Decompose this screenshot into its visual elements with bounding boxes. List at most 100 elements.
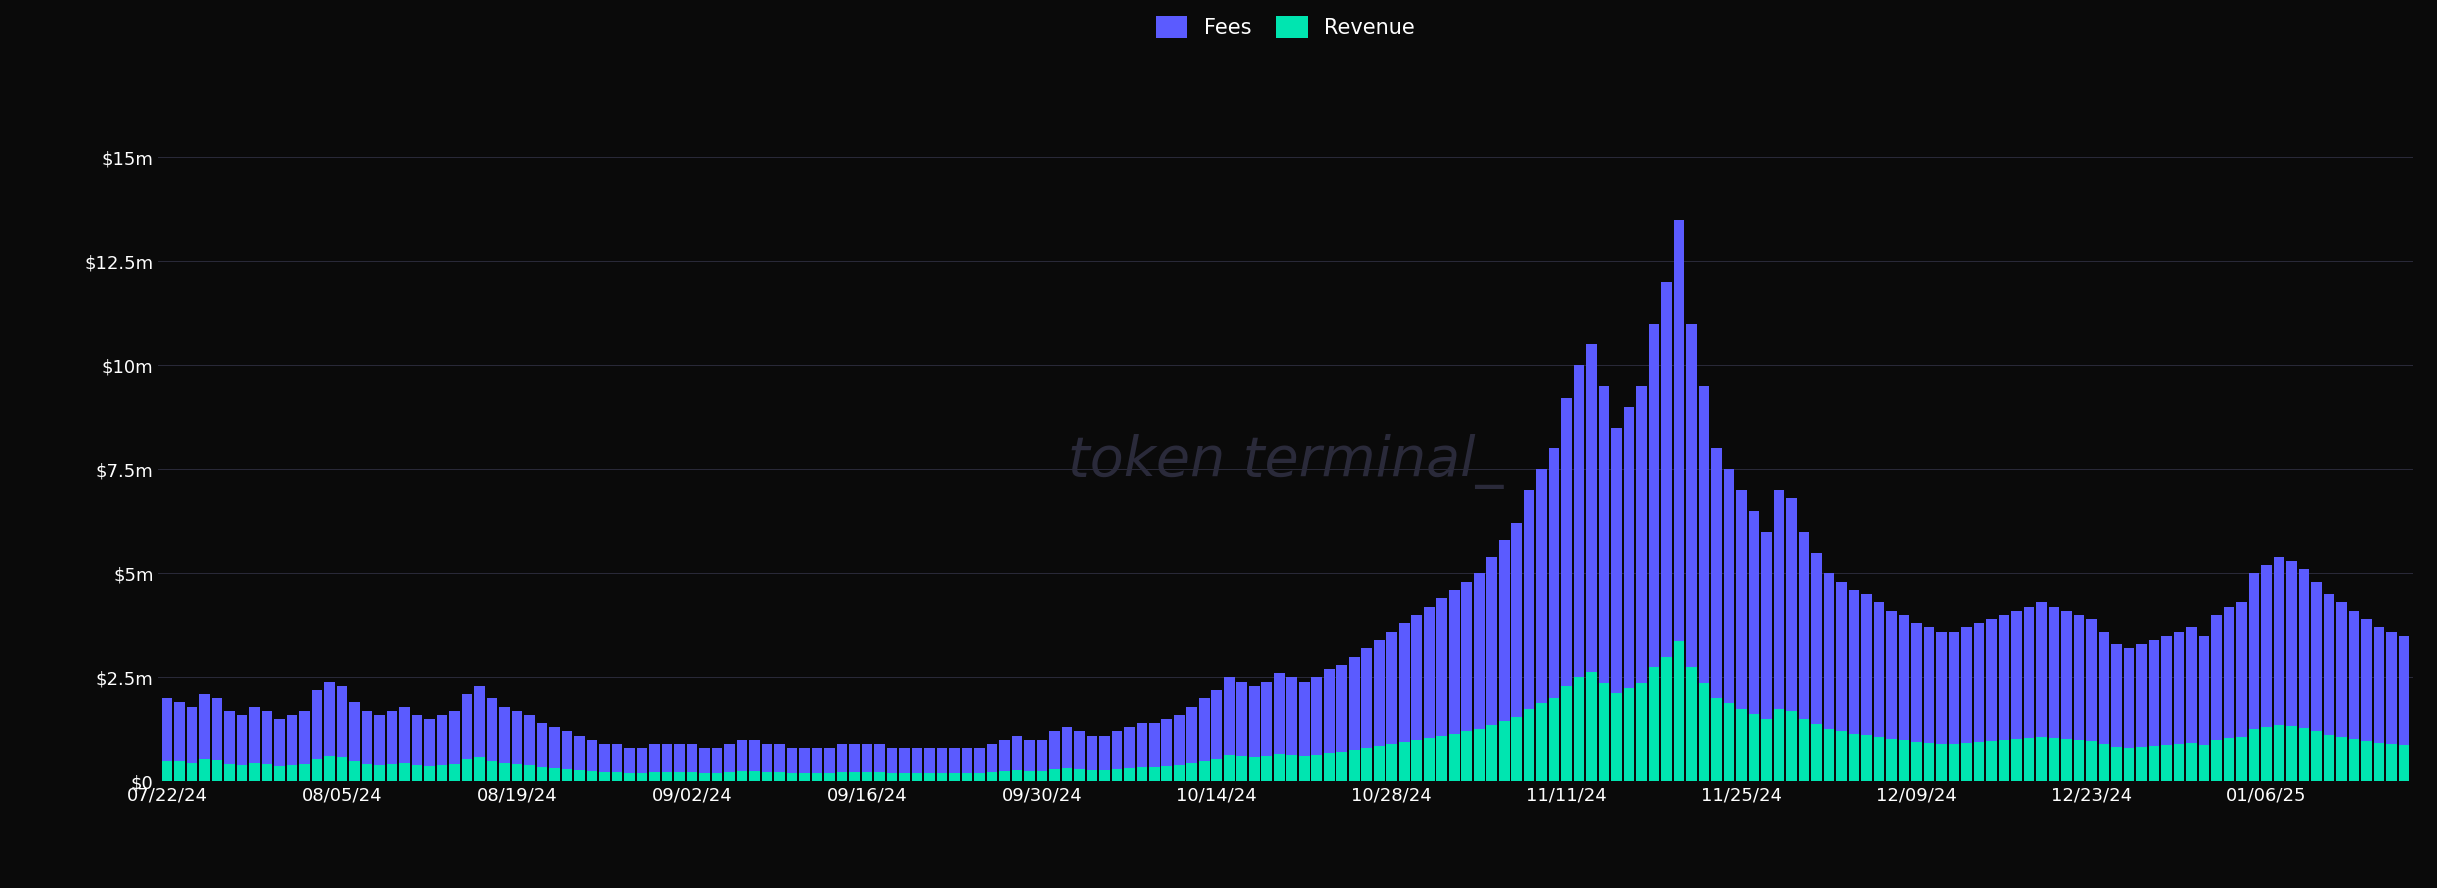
Bar: [1199, 698, 1209, 781]
Bar: [1487, 557, 1496, 781]
Bar: [975, 773, 985, 781]
Bar: [400, 763, 409, 781]
Bar: [1723, 469, 1735, 781]
Bar: [600, 744, 609, 781]
Bar: [612, 744, 621, 781]
Bar: [1099, 735, 1109, 781]
Bar: [1223, 678, 1236, 781]
Bar: [1175, 715, 1184, 781]
Bar: [2322, 734, 2335, 781]
Bar: [1075, 769, 1084, 781]
Bar: [1574, 678, 1584, 781]
Bar: [175, 702, 185, 781]
Bar: [748, 740, 760, 781]
Bar: [1574, 365, 1584, 781]
Bar: [461, 694, 473, 781]
Bar: [161, 761, 173, 781]
Bar: [1311, 755, 1321, 781]
Bar: [1299, 757, 1309, 781]
Bar: [775, 772, 785, 781]
Bar: [2249, 729, 2259, 781]
Bar: [224, 710, 234, 781]
Bar: [836, 744, 848, 781]
Text: token terminal_: token terminal_: [1067, 434, 1504, 489]
Bar: [2237, 602, 2247, 781]
Bar: [1350, 750, 1360, 781]
Bar: [1323, 753, 1335, 781]
Bar: [1123, 768, 1136, 781]
Bar: [787, 773, 797, 781]
Bar: [1686, 667, 1696, 781]
Bar: [1299, 682, 1309, 781]
Bar: [2110, 747, 2123, 781]
Bar: [2361, 741, 2371, 781]
Bar: [1063, 768, 1072, 781]
Bar: [1111, 732, 1121, 781]
Bar: [275, 719, 285, 781]
Bar: [1063, 727, 1072, 781]
Bar: [1399, 623, 1409, 781]
Bar: [2386, 744, 2396, 781]
Bar: [1886, 611, 1896, 781]
Bar: [1175, 765, 1184, 781]
Bar: [1835, 732, 1847, 781]
Bar: [2037, 602, 2047, 781]
Bar: [312, 690, 322, 781]
Bar: [812, 748, 821, 781]
Bar: [1423, 738, 1435, 781]
Bar: [1087, 735, 1097, 781]
Bar: [188, 763, 197, 781]
Bar: [763, 772, 773, 781]
Bar: [348, 762, 361, 781]
Bar: [2223, 738, 2235, 781]
Bar: [2011, 611, 2023, 781]
Bar: [1411, 740, 1423, 781]
Bar: [387, 710, 397, 781]
Bar: [2149, 746, 2159, 781]
Bar: [1998, 615, 2011, 781]
Bar: [1911, 741, 1923, 781]
Bar: [1335, 665, 1348, 781]
Bar: [561, 732, 573, 781]
Bar: [1474, 574, 1484, 781]
Bar: [2361, 619, 2371, 781]
Bar: [561, 769, 573, 781]
Bar: [1474, 729, 1484, 781]
Bar: [336, 686, 348, 781]
Bar: [2062, 611, 2071, 781]
Bar: [448, 710, 461, 781]
Bar: [1874, 602, 1884, 781]
Bar: [1911, 623, 1923, 781]
Bar: [2074, 740, 2084, 781]
Bar: [249, 707, 261, 781]
Bar: [1211, 690, 1221, 781]
Bar: [587, 740, 597, 781]
Bar: [1462, 732, 1472, 781]
Bar: [1835, 582, 1847, 781]
Bar: [348, 702, 361, 781]
Bar: [1562, 399, 1572, 781]
Bar: [999, 771, 1009, 781]
Bar: [2050, 738, 2059, 781]
Bar: [336, 757, 348, 781]
Bar: [2174, 744, 2184, 781]
Bar: [812, 773, 821, 781]
Bar: [2249, 574, 2259, 781]
Bar: [1275, 755, 1284, 781]
Bar: [1674, 641, 1684, 781]
Bar: [2210, 615, 2223, 781]
Bar: [288, 715, 297, 781]
Bar: [300, 764, 309, 781]
Bar: [1048, 769, 1060, 781]
Bar: [487, 698, 497, 781]
Bar: [1823, 729, 1835, 781]
Bar: [300, 710, 309, 781]
Bar: [361, 710, 373, 781]
Bar: [1136, 767, 1148, 781]
Bar: [1024, 771, 1036, 781]
Bar: [236, 765, 249, 781]
Bar: [1850, 590, 1859, 781]
Bar: [1287, 755, 1296, 781]
Bar: [412, 715, 422, 781]
Bar: [875, 772, 885, 781]
